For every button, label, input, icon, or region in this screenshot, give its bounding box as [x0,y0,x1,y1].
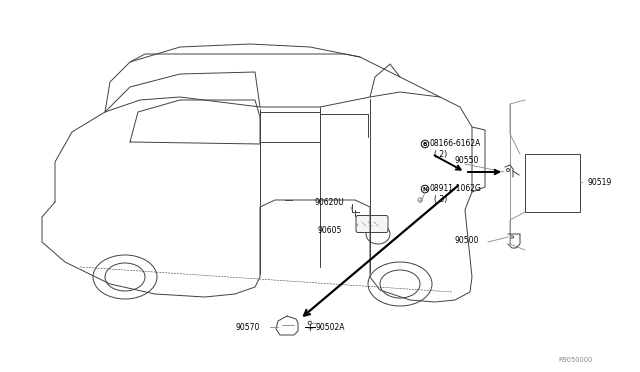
Text: 90620U: 90620U [315,198,345,206]
Text: R9050000: R9050000 [558,357,592,363]
FancyBboxPatch shape [356,215,388,232]
Text: 90502A: 90502A [316,323,346,331]
Text: B: B [423,141,427,147]
Text: 08911-1062G: 08911-1062G [429,183,481,192]
Text: 90500: 90500 [455,235,479,244]
Text: 08166-6162A: 08166-6162A [429,138,481,148]
Text: 90605: 90605 [318,225,342,234]
Bar [525,154,580,212]
Text: N: N [422,186,428,192]
Text: ( 3): ( 3) [435,195,448,203]
Text: 90519: 90519 [588,177,612,186]
Text: 90550: 90550 [455,155,479,164]
Text: ( 2): ( 2) [435,150,447,158]
Text: 90570: 90570 [235,323,259,331]
